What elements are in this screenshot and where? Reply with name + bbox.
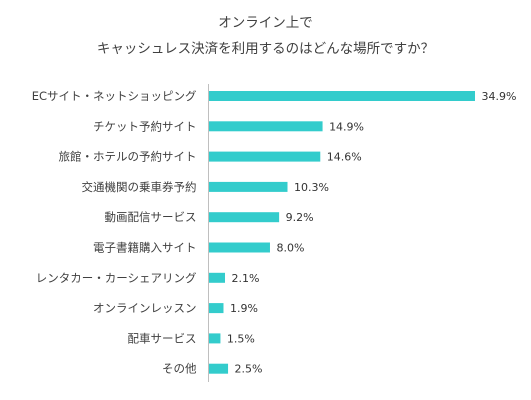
- chart-title-line-1: オンライン上で: [218, 15, 313, 31]
- bar: [209, 151, 321, 162]
- value-label: 2.5%: [235, 363, 263, 376]
- bar: [209, 91, 475, 101]
- category-label: 配車サービス: [128, 331, 197, 345]
- bar: [209, 212, 280, 223]
- bar: [209, 181, 288, 192]
- bar: [209, 242, 270, 253]
- category-label: 動画配信サービス: [105, 210, 197, 224]
- category-label: チケット予約サイト: [93, 119, 197, 133]
- value-label: 1.9%: [230, 302, 258, 315]
- value-label: 14.9%: [329, 120, 364, 133]
- category-label: 旅館・ホテルの予約サイト: [59, 150, 197, 164]
- chart-title-line-2: キャッシュレス決済を利用するのはどんな場所ですか？: [96, 41, 435, 57]
- category-label: ECサイト・ネットショッピング: [32, 89, 197, 103]
- value-label: 9.2%: [286, 211, 314, 224]
- category-label: オンラインレッスン: [93, 301, 197, 315]
- value-label: 10.3%: [294, 181, 329, 194]
- value-label: 14.6%: [327, 151, 362, 164]
- category-label: 交通機関の乗車券予約: [82, 180, 197, 194]
- value-label: 8.0%: [276, 242, 304, 255]
- value-label: 2.1%: [232, 272, 260, 285]
- bar: [209, 121, 323, 132]
- category-label: その他: [162, 362, 197, 376]
- value-label: 34.9%: [482, 90, 517, 103]
- bar: [209, 272, 226, 283]
- bar: [209, 333, 221, 344]
- bar: [209, 303, 224, 314]
- value-label: 1.5%: [227, 332, 255, 345]
- bar: [209, 363, 229, 374]
- category-label: レンタカー・カーシェアリング: [36, 271, 197, 285]
- category-label: 電子書籍購入サイト: [93, 241, 197, 255]
